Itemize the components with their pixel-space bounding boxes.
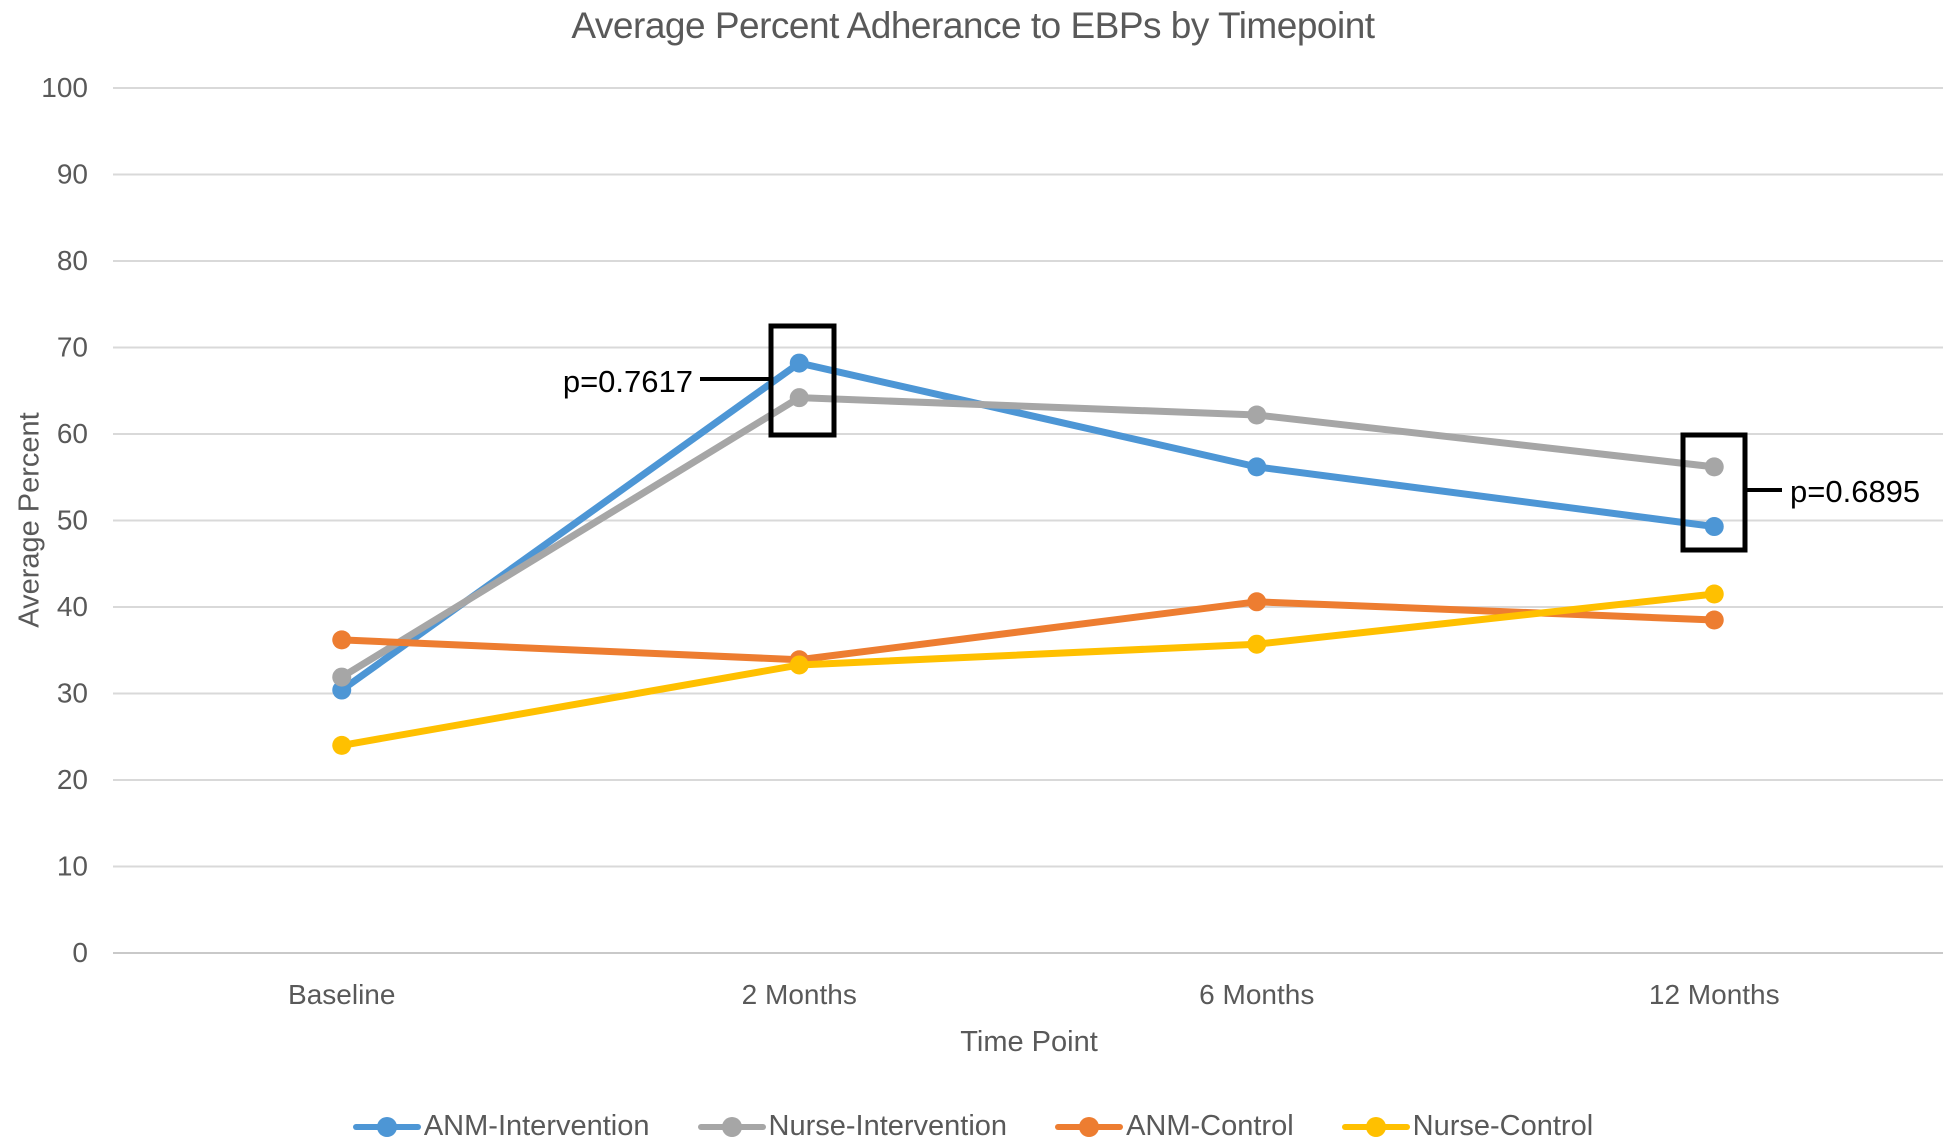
legend-item-ANM-Intervention: ANM-Intervention (352, 1110, 650, 1143)
y-tick-label: 60 (57, 418, 88, 449)
legend-item-Nurse-Intervention: Nurse-Intervention (697, 1110, 1008, 1143)
x-tick-label: 2 Months (742, 979, 857, 1010)
legend-label: Nurse-Intervention (768, 1110, 1008, 1142)
legend-line-marker-icon (697, 1116, 766, 1137)
x-axis-title: Time Point (960, 1026, 1098, 1058)
series-line-Nurse-Intervention (338, 394, 1718, 681)
data-point-Nurse-Control-6 Months (1247, 634, 1267, 654)
y-tick-label: 30 (57, 678, 88, 709)
y-tick-label: 0 (72, 937, 88, 968)
y-tick-label: 10 (57, 851, 88, 882)
data-point-Nurse-Intervention-6 Months (1247, 405, 1267, 425)
legend-label: Nurse-Control (1412, 1110, 1594, 1142)
chart-title: Average Percent Adherance to EBPs by Tim… (571, 5, 1375, 46)
x-tick-label: 6 Months (1199, 979, 1314, 1010)
data-point-ANM-Intervention-6 Months (1247, 457, 1267, 477)
data-point-ANM-Control-12 Months (1704, 610, 1724, 630)
y-tick-label: 90 (57, 159, 88, 190)
annotation-12months: p=0.6895 (1680, 432, 1920, 553)
annotation-label-12months: p=0.6895 (1790, 474, 1920, 509)
legend-item-Nurse-Control: Nurse-Control (1341, 1110, 1594, 1143)
x-tick-labels-group: Baseline 2 Months 6 Months 12 Months (288, 979, 1780, 1010)
annotation-label-2months: p=0.7617 (563, 364, 693, 399)
data-point-Nurse-Intervention-12 Months (1704, 457, 1724, 477)
legend-line-marker-icon (1341, 1116, 1410, 1137)
data-point-Nurse-Control-2 Months (789, 655, 809, 675)
legend-label: ANM-Control (1126, 1110, 1294, 1142)
y-tick-label: 40 (57, 591, 88, 622)
x-tick-label: 12 Months (1649, 979, 1780, 1010)
y-tick-label: 80 (57, 245, 88, 276)
gridlines-group (113, 87, 1943, 954)
series-line-ANM-Intervention (338, 359, 1718, 694)
series-line-ANM-Control (338, 598, 1718, 664)
data-point-Nurse-Control-12 Months (1704, 584, 1724, 604)
legend: ANM-Intervention Nurse-Intervention ANM-Co… (0, 1110, 1946, 1143)
y-tick-label: 20 (57, 764, 88, 795)
legend-line-marker-icon (1055, 1116, 1124, 1137)
legend-line-marker-icon (352, 1116, 421, 1137)
data-point-Nurse-Intervention-Baseline (332, 667, 352, 687)
data-point-ANM-Control-6 Months (1247, 592, 1267, 612)
y-tick-label: 50 (57, 505, 88, 536)
y-tick-label: 100 (41, 72, 88, 103)
data-point-ANM-Intervention-2 Months (789, 353, 809, 373)
data-point-ANM-Intervention-12 Months (1704, 517, 1724, 537)
data-point-Nurse-Control-Baseline (332, 735, 352, 755)
annotation-box-12months (1680, 432, 1748, 553)
x-tick-label: Baseline (288, 979, 395, 1010)
legend-label: ANM-Intervention (423, 1110, 650, 1142)
legend-item-ANM-Control: ANM-Control (1055, 1110, 1294, 1143)
y-tick-labels-group: 0 10 20 30 40 50 60 70 80 90 100 (41, 72, 88, 968)
annotation-2months: p=0.7617 (563, 323, 837, 438)
series-group (332, 353, 1724, 755)
series-line-Nurse-Control (338, 590, 1718, 749)
data-point-ANM-Control-Baseline (332, 630, 352, 650)
y-tick-label: 70 (57, 332, 88, 363)
data-point-Nurse-Intervention-2 Months (789, 388, 809, 408)
